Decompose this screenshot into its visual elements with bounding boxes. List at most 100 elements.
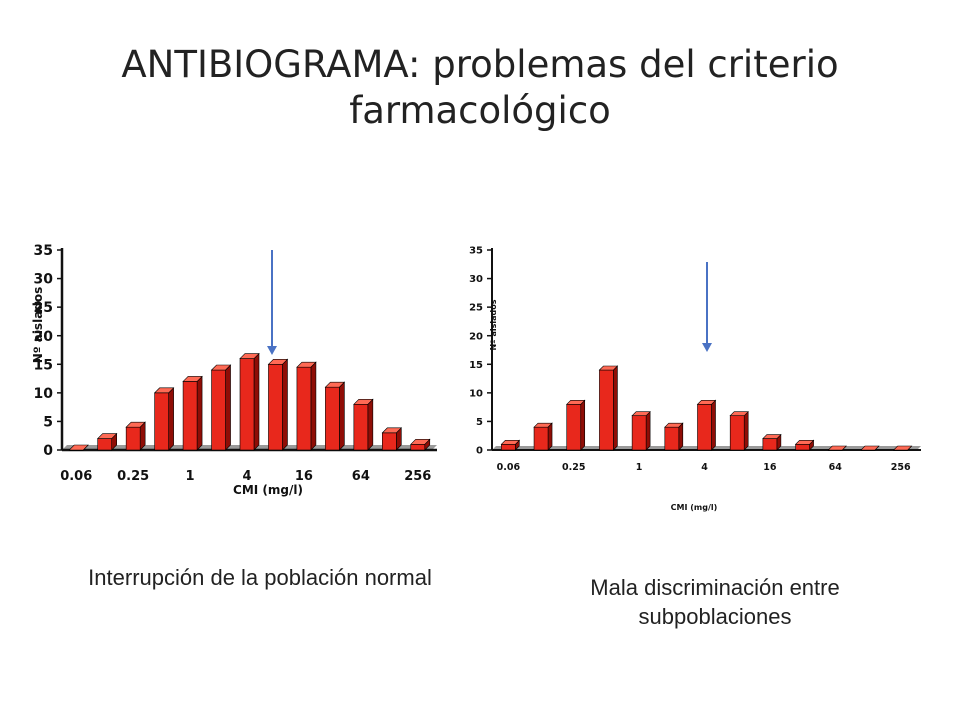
bar [566, 403, 582, 451]
y-tick-label: 30 [34, 272, 54, 288]
bar-top [664, 422, 684, 428]
bar-top [729, 411, 749, 417]
bar-side [253, 352, 260, 451]
x-tick-label: 64 [829, 462, 843, 473]
bar [631, 415, 647, 451]
bar [268, 363, 283, 451]
bar-top [125, 421, 146, 428]
bar-top [696, 399, 717, 405]
x-tick-label: 64 [352, 469, 370, 484]
bar-top [353, 398, 374, 405]
bar-top [533, 422, 553, 428]
bar-side [339, 381, 345, 451]
y-tick-label: 10 [469, 388, 483, 399]
x-tick-label: 0.25 [562, 462, 585, 473]
bar [97, 438, 112, 451]
bar-top [566, 399, 586, 405]
bar-side [678, 422, 684, 451]
bar-side [711, 399, 716, 451]
bar-side [580, 399, 586, 451]
caption-population-interruption: Interrupción de la población normal [88, 565, 432, 590]
bar [762, 438, 778, 451]
bar-top [892, 445, 913, 451]
y-tick-label: 25 [469, 303, 483, 314]
slide-title: ANTIBIOGRAMA: problemas del criterio far… [121, 43, 839, 132]
bar [599, 369, 614, 451]
x-tick-label: 0.06 [497, 462, 521, 473]
bar-side [645, 410, 651, 451]
y-tick-label: 30 [469, 274, 483, 285]
y-tick-label: 35 [34, 243, 53, 259]
bar-top [762, 434, 782, 439]
x-tick-label: 256 [891, 462, 911, 473]
x-axis-title: CMI (mg/l) [671, 503, 718, 512]
bar-side [168, 387, 174, 451]
bar [211, 369, 226, 451]
y-axis-title: Nº aislados [31, 287, 45, 364]
bar-side [743, 410, 749, 451]
bar-side [613, 365, 618, 451]
bar-top [631, 411, 651, 417]
x-tick-label: 1 [186, 469, 195, 484]
bar [382, 432, 397, 451]
bar-side [367, 398, 374, 451]
bar-top [239, 353, 260, 359]
bar-top [210, 364, 232, 371]
bar-side [282, 358, 288, 451]
bar-top [381, 427, 403, 434]
bar-top [153, 387, 175, 394]
y-tick-label: 15 [34, 357, 53, 373]
bar-top [598, 365, 619, 371]
bar [533, 426, 549, 451]
bar [154, 392, 169, 451]
bar [697, 403, 712, 451]
y-tick-label: 10 [34, 386, 54, 402]
y-tick-label: 5 [43, 414, 53, 430]
x-tick-label: 16 [295, 469, 313, 484]
x-tick-label: 4 [242, 469, 251, 484]
bar-top [500, 439, 521, 445]
y-tick-label: 35 [469, 246, 483, 257]
y-tick-label: 15 [469, 360, 483, 371]
bar-side [547, 422, 553, 451]
caption-poor-discrimination: Mala discriminación entre subpoblaciones [590, 575, 840, 629]
bar-top [324, 381, 346, 388]
x-tick-label: 256 [404, 469, 431, 484]
bar [325, 386, 340, 451]
bar-top [296, 361, 317, 368]
y-tick-label: 25 [34, 300, 53, 316]
bar [664, 426, 680, 451]
bar-side [310, 361, 317, 451]
x-axis-title: CMI (mg/l) [233, 483, 303, 497]
breakpoint-arrowhead [267, 346, 277, 355]
bar-top [68, 444, 89, 451]
mic-distribution-chart-normal: 0 5 10 15 20 25 30 35 0.06 0.25 1 4 16 64 256 CMI (mg/l… [31, 243, 437, 497]
bar [182, 381, 198, 451]
bar-side [225, 364, 231, 451]
x-tick-label: 1 [636, 462, 643, 473]
breakpoint-arrowhead [702, 343, 712, 352]
bar [239, 358, 255, 451]
bar [501, 443, 516, 451]
bar-top [182, 376, 203, 382]
x-tick-label: 0.25 [117, 469, 149, 484]
mic-distribution-chart-subpopulations: 0 5 10 15 20 25 30 35 0.06 0.25 1 4 16 64 256 CMI (mg/l… [469, 246, 921, 512]
x-tick-label: 4 [701, 462, 708, 473]
y-tick-label: 0 [476, 446, 483, 457]
bar-top [794, 439, 815, 445]
bar-top [410, 438, 431, 445]
bar-top [827, 445, 847, 451]
x-tick-label: 0.06 [60, 469, 92, 484]
y-tick-label: 5 [476, 417, 483, 428]
bar [795, 443, 810, 451]
bar [410, 443, 426, 451]
bar-top [96, 433, 118, 439]
bar [353, 403, 369, 451]
bar-side [196, 375, 203, 451]
bar-top [860, 445, 880, 451]
y-tick-label: 20 [469, 331, 483, 342]
y-tick-label: 20 [34, 329, 54, 345]
bar-top [267, 358, 289, 365]
y-axis-title: Nº aislados [489, 299, 498, 350]
bar [125, 426, 141, 451]
